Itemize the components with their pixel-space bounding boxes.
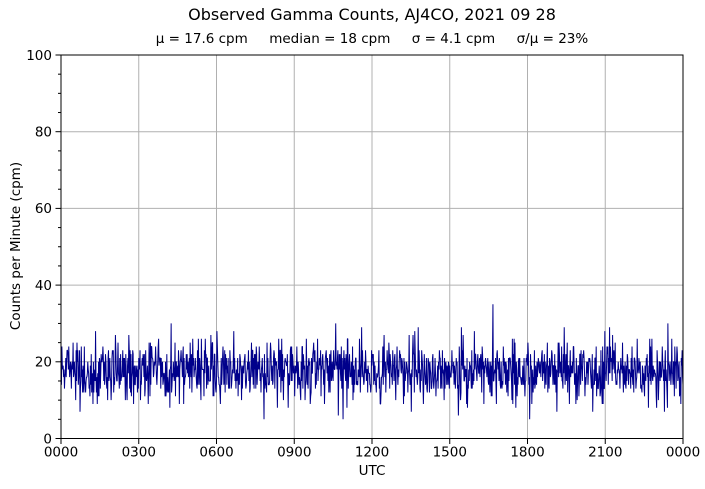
x-tick-label: 0300 [122, 445, 156, 461]
x-tick-label: 1200 [355, 445, 389, 461]
x-tick-label: 1800 [510, 445, 544, 461]
x-tick-label: 0900 [277, 445, 311, 461]
x-tick-label: 0600 [199, 445, 233, 461]
x-tick-label: 0000 [44, 445, 78, 461]
tick-labels: 0 20 40 60 80 100 0000 0300 0600 0900 1200 1500 1800… [26, 48, 700, 461]
y-tick-label: 40 [35, 278, 52, 294]
y-tick-label: 100 [26, 48, 52, 64]
y-tick-label: 60 [35, 201, 52, 217]
y-tick-label: 80 [35, 125, 52, 141]
counts-line [60, 304, 684, 420]
y-tick-label: 20 [35, 355, 52, 371]
x-tick-label: 1500 [433, 445, 467, 461]
y-tick-label: 0 [43, 431, 52, 447]
x-tick-label: 0000 [666, 445, 700, 461]
axis-ticks [55, 54, 684, 444]
x-axis-label: UTC [358, 463, 386, 479]
chart-title: Observed Gamma Counts, AJ4CO, 2021 09 28 [188, 5, 556, 24]
chart-stats-subtitle: μ = 17.6 cpm median = 18 cpm σ = 4.1 cpm… [155, 31, 589, 47]
x-tick-label: 2100 [588, 445, 622, 461]
gridlines [61, 54, 683, 439]
